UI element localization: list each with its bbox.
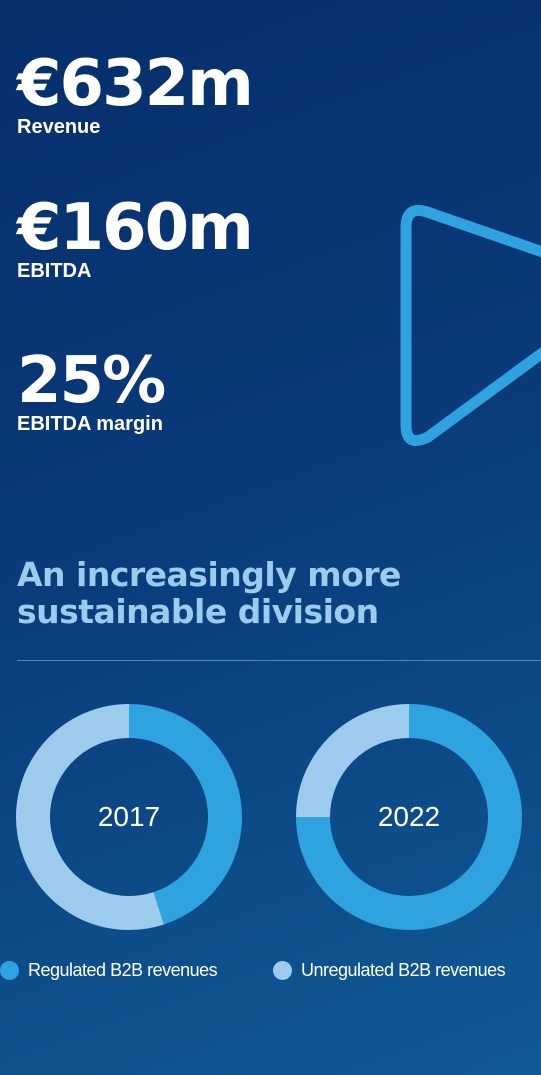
donut-segment-regulated [128,704,242,925]
donut-segment-regulated [296,704,522,930]
donut-segment-unregulated [296,704,410,818]
legend-item-regulated: Regulated B2B revenues [0,960,218,981]
stat-value: €632m [17,47,254,121]
divider [17,660,541,661]
donut-center-label: 2022 [378,801,440,832]
stat-value: €160m [17,191,254,265]
stat-label: EBITDA margin [17,413,163,435]
play-icon [400,204,541,446]
legend-item-unregulated: Unregulated B2B revenues [273,960,506,981]
stat-value: 25% [17,344,166,418]
legend-label: Regulated B2B revenues [28,960,218,980]
stat-ebitda: €160m EBITDA [17,191,254,282]
legend-swatch-unregulated [273,961,292,980]
stat-label: Revenue [17,116,101,138]
legend-swatch-regulated [0,961,19,980]
donut-charts: 2017 2022 [16,704,522,930]
stat-ebitda-margin: 25% EBITDA margin [17,344,166,435]
stat-revenue: €632m Revenue [17,47,254,138]
donut-center-label: 2017 [98,801,160,832]
donut-segment-unregulated [16,704,164,930]
chart-legend: Regulated B2B revenues Unregulated B2B r… [0,960,541,984]
stat-label: EBITDA [17,260,92,282]
section-heading: An increasingly more sustainable divisio… [17,555,401,631]
legend-label: Unregulated B2B revenues [301,960,506,980]
